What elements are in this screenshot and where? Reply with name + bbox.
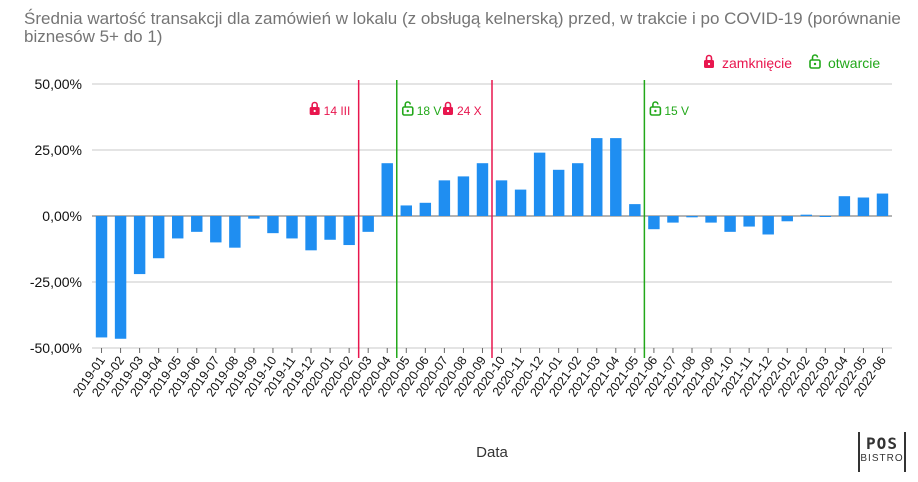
bar xyxy=(552,169,565,216)
bar xyxy=(819,216,832,217)
bar xyxy=(705,216,717,223)
x-axis-title: Data xyxy=(476,444,508,461)
bar xyxy=(762,216,774,235)
bar xyxy=(495,180,508,216)
bar xyxy=(838,196,851,216)
bar xyxy=(267,216,279,234)
bar xyxy=(286,216,298,239)
bar xyxy=(400,205,412,216)
bar xyxy=(343,216,355,246)
bar xyxy=(629,204,641,216)
bar xyxy=(667,216,679,223)
event-label: 24 X xyxy=(457,104,482,118)
bar xyxy=(800,214,812,216)
bar xyxy=(133,216,146,275)
bar xyxy=(152,216,165,259)
lock-closed-icon xyxy=(309,101,320,115)
bar xyxy=(362,216,374,232)
bar xyxy=(95,216,108,338)
annotations: 14 III 18 V 24 X 15 V xyxy=(309,80,689,358)
bar xyxy=(533,152,546,216)
bar xyxy=(572,163,584,216)
bar xyxy=(381,163,393,216)
bar xyxy=(210,216,222,243)
bar xyxy=(305,216,317,251)
lock-closed-icon xyxy=(443,101,453,115)
bars xyxy=(95,138,889,339)
x-axis: 2019-012019-022019-032019-042019-052019-… xyxy=(70,348,889,399)
logo-line1: POS xyxy=(866,434,898,453)
bar xyxy=(876,193,889,216)
y-tick-label: -50,00% xyxy=(30,340,82,356)
lock-open-icon xyxy=(401,101,414,116)
event-label: 15 V xyxy=(664,104,689,118)
bar xyxy=(457,176,470,216)
y-tick-label: 0,00% xyxy=(42,208,82,224)
bar xyxy=(781,216,793,222)
legend-label: zamknięcie xyxy=(722,55,792,71)
bar xyxy=(114,216,127,339)
y-tick-label: -25,00% xyxy=(30,274,82,290)
bar xyxy=(591,138,603,216)
bar xyxy=(419,202,432,216)
bar xyxy=(229,216,241,248)
event-label: 18 V xyxy=(417,104,442,118)
bar xyxy=(476,163,489,216)
logo-line2: BISTRO xyxy=(860,453,904,464)
y-tick-label: 25,00% xyxy=(35,142,82,158)
bar xyxy=(743,216,755,227)
lock-open-icon xyxy=(809,54,821,69)
chart-title: Średnia wartość transakcji dla zamówień … xyxy=(24,9,901,46)
y-tick-label: 50,00% xyxy=(35,76,82,92)
y-axis: 50,00% 25,00% 0,00% -25,00% -50,00% xyxy=(30,76,82,356)
bar xyxy=(324,216,336,240)
lock-closed-icon xyxy=(704,54,714,68)
bar xyxy=(438,180,451,216)
legend: zamknięcie otwarcie xyxy=(704,54,880,71)
bar xyxy=(514,189,527,216)
bar xyxy=(172,216,184,239)
bar xyxy=(191,216,203,232)
bar xyxy=(648,216,660,230)
lock-open-icon xyxy=(649,101,662,116)
legend-label: otwarcie xyxy=(828,55,880,71)
bar xyxy=(857,197,870,216)
bar xyxy=(724,216,736,232)
event-label: 14 III xyxy=(324,104,351,118)
bar xyxy=(248,216,260,219)
pos-bistro-logo: POS BISTRO xyxy=(858,432,906,472)
bar xyxy=(610,138,622,216)
bar xyxy=(686,216,698,218)
